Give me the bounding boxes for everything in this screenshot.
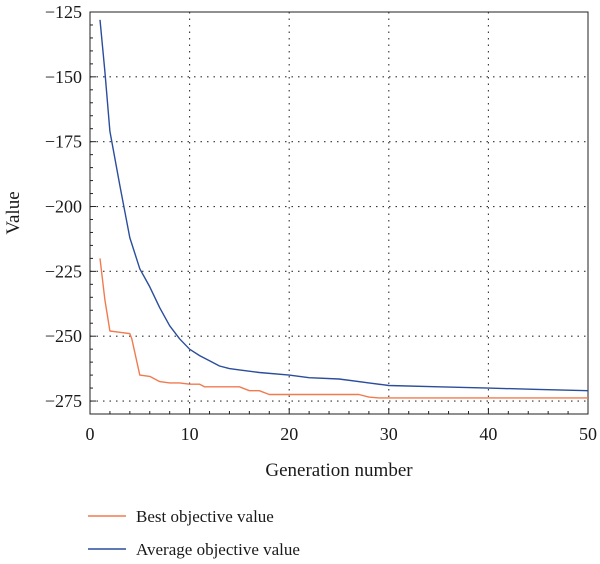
y-tick-label: −250 <box>45 326 82 346</box>
series-line-best <box>99 258 588 399</box>
x-tick-label: 20 <box>280 424 298 444</box>
x-tick-label: 0 <box>86 424 95 444</box>
x-tick-label: 40 <box>479 424 497 444</box>
y-tick-label: −225 <box>45 261 82 281</box>
y-tick-label: −200 <box>45 197 82 217</box>
y-axis-label: Value <box>3 191 24 234</box>
y-tick-label: −175 <box>45 132 82 152</box>
legend: Best objective value Average objective v… <box>88 507 300 559</box>
y-tick-label: −125 <box>45 2 82 22</box>
legend-label-average: Average objective value <box>136 540 300 559</box>
axis-ticks: 0 10 20 30 40 50 −125 −150 −175 −200 −225 −250 −275 <box>45 2 597 444</box>
legend-label-best: Best objective value <box>136 507 274 526</box>
series-line-average <box>99 19 589 392</box>
x-axis-label: Generation number <box>265 460 413 481</box>
plot-area-frame <box>89 11 589 415</box>
x-tick-label: 50 <box>579 424 597 444</box>
y-tick-label: −150 <box>45 67 82 87</box>
grid <box>90 12 588 414</box>
x-tick-label: 30 <box>380 424 398 444</box>
series-lines <box>99 19 589 399</box>
y-tick-label: −275 <box>45 391 82 411</box>
x-tick-label: 10 <box>181 424 199 444</box>
